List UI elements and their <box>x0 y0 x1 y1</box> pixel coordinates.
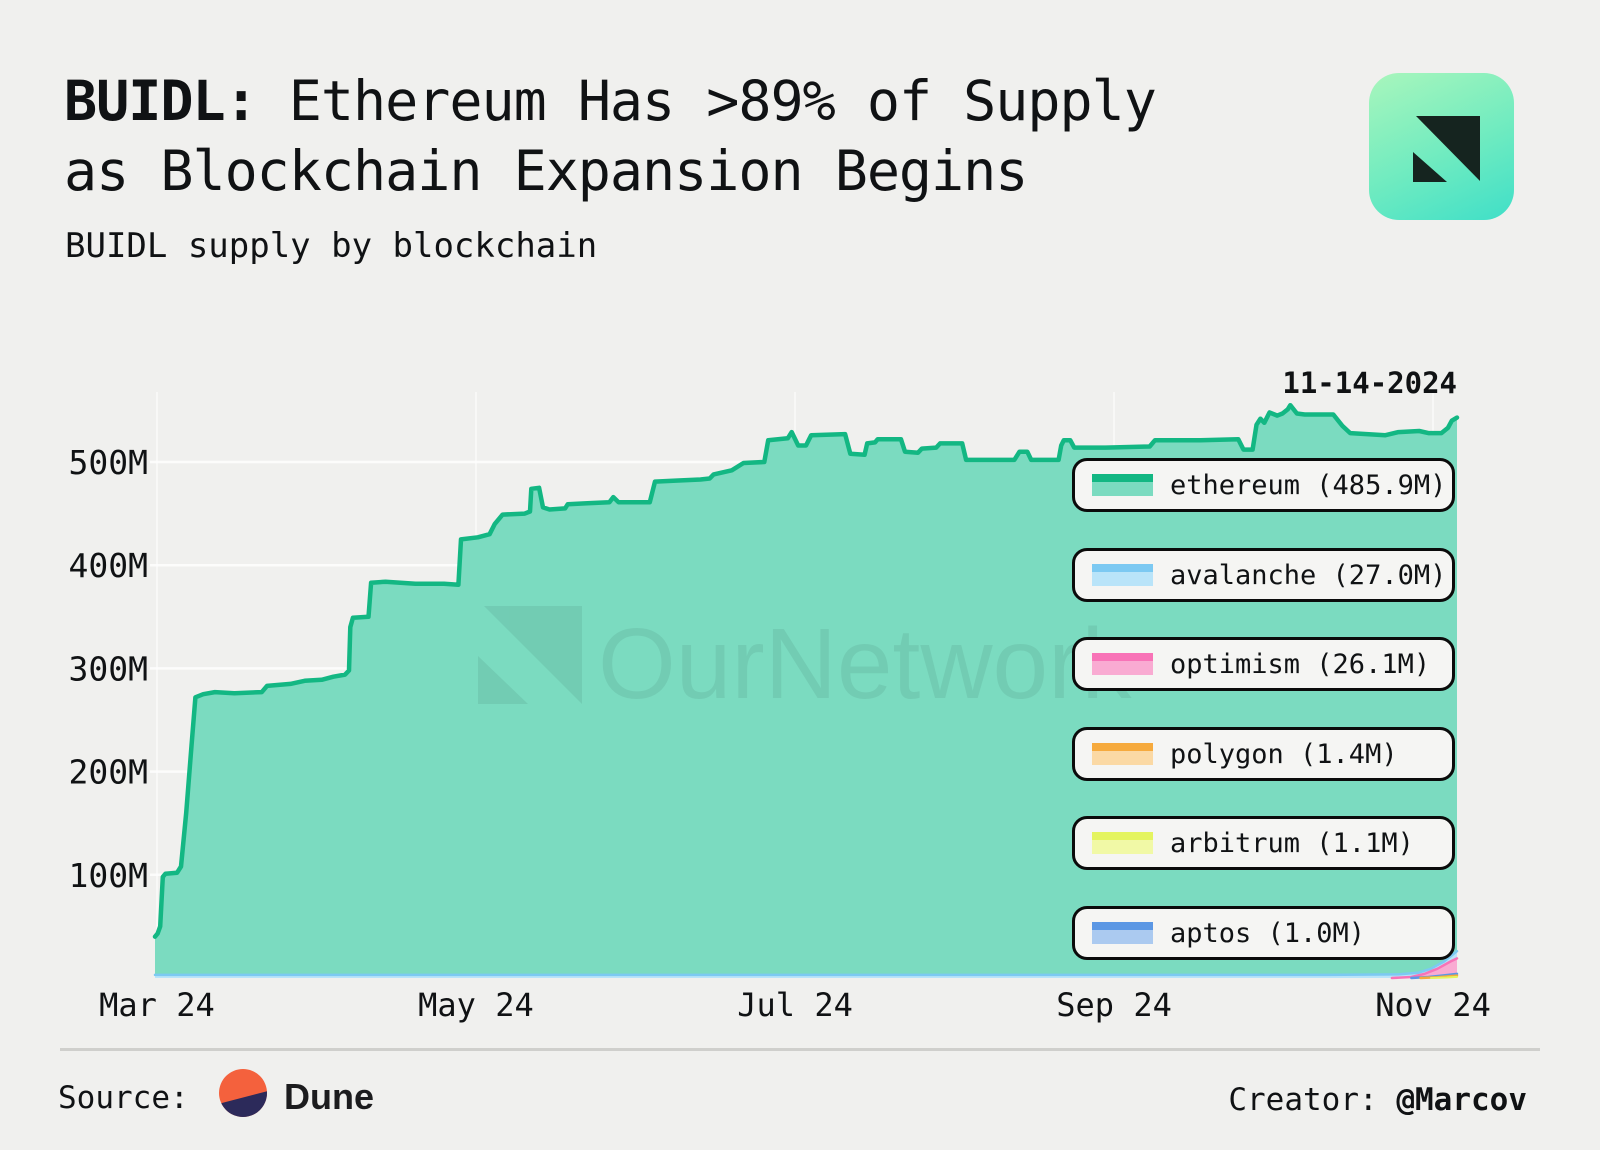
legend-label: arbitrum (1.1M) <box>1170 827 1414 859</box>
watermark-text: OurNetwork <box>598 608 1132 720</box>
y-axis-tick-label: 500M <box>69 443 148 482</box>
source-name: Dune <box>284 1076 374 1117</box>
ournetwork-logo <box>1369 73 1514 220</box>
polygon-swatch-icon <box>1092 743 1153 765</box>
creator-label: Creator: <box>1228 1082 1397 1118</box>
chart-subtitle: BUIDL supply by blockchain <box>65 226 598 266</box>
legend-item-avalanche: avalanche (27.0M) <box>1072 548 1455 602</box>
series-arbitrum-line <box>1430 975 1458 979</box>
dune-logo-icon <box>218 1068 268 1122</box>
legend-item-optimism: optimism (26.1M) <box>1072 637 1455 691</box>
y-axis-tick-label: 400M <box>69 546 148 585</box>
title-rest: Ethereum Has >89% of Supply <box>256 69 1157 133</box>
title-line-1: BUIDL: Ethereum Has >89% of Supply <box>64 66 1344 136</box>
legend-item-arbitrum: arbitrum (1.1M) <box>1072 816 1455 870</box>
chart-date-label: 11-14-2024 <box>1282 366 1457 400</box>
creator-handle: @Marcov <box>1396 1082 1527 1118</box>
legend-label: ethereum (485.9M) <box>1170 469 1447 501</box>
y-axis-tick-label: 300M <box>69 649 148 688</box>
arbitrum-swatch-icon <box>1092 832 1153 854</box>
watermark: OurNetwork <box>478 606 1132 720</box>
ournetwork-logo-glyph <box>1413 116 1480 182</box>
aptos-swatch-icon <box>1092 922 1153 944</box>
series-avalanche-line <box>153 949 1459 977</box>
x-axis-tick-label: Sep 24 <box>1056 986 1172 1024</box>
x-axis-tick-label: Jul 24 <box>737 986 853 1024</box>
page-title: BUIDL: Ethereum Has >89% of Supply as Bl… <box>64 66 1344 206</box>
legend-item-aptos: aptos (1.0M) <box>1072 906 1455 960</box>
series-optimism-line <box>1390 957 1459 980</box>
legend-item-polygon: polygon (1.4M) <box>1072 727 1455 781</box>
source-label: Source: <box>58 1080 189 1116</box>
title-prefix: BUIDL: <box>64 69 258 133</box>
legend-item-ethereum: ethereum (485.9M) <box>1072 458 1455 512</box>
title-line-2: as Blockchain Expansion Begins <box>64 139 1028 203</box>
series-ethereum-line <box>152 402 1460 939</box>
legend-label: aptos (1.0M) <box>1170 917 1366 949</box>
x-axis-tick-label: Nov 24 <box>1375 986 1491 1024</box>
footer-divider <box>60 1048 1540 1051</box>
x-axis-tick-label: May 24 <box>418 986 534 1024</box>
y-axis-tick-label: 100M <box>69 856 148 895</box>
legend-label: avalanche (27.0M) <box>1170 559 1447 591</box>
y-axis-tick-label: 200M <box>69 753 148 792</box>
x-axis-tick-label: Mar 24 <box>99 986 215 1024</box>
ethereum-swatch-icon <box>1092 474 1153 496</box>
legend-label: optimism (26.1M) <box>1170 648 1431 680</box>
optimism-swatch-icon <box>1092 653 1153 675</box>
creator-credit: Creator: @Marcov <box>1228 1082 1527 1118</box>
watermark-logo-icon <box>478 656 528 704</box>
avalanche-swatch-icon <box>1092 564 1153 586</box>
legend-label: polygon (1.4M) <box>1170 738 1398 770</box>
watermark-logo-icon <box>484 606 582 704</box>
